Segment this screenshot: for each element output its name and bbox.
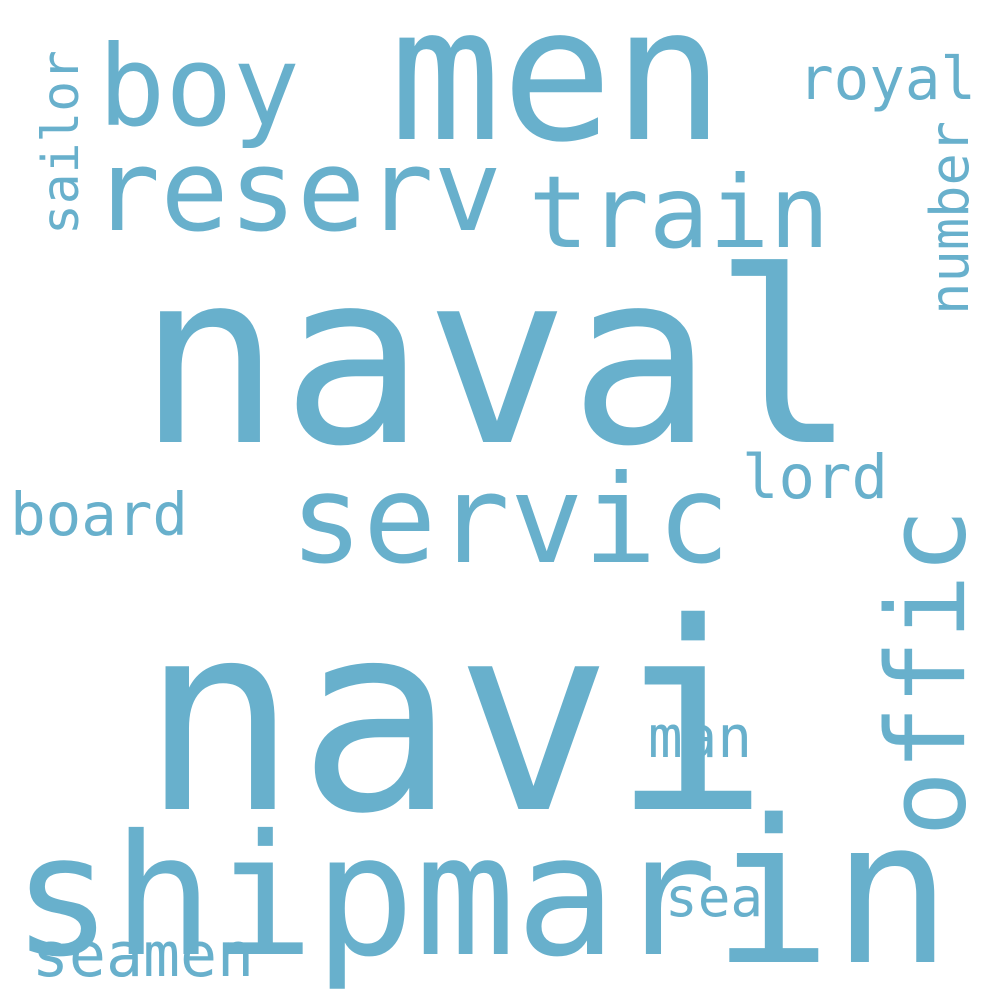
word-royal: royal	[798, 43, 976, 113]
word-men: men	[389, 0, 725, 184]
word-number: number	[918, 120, 982, 315]
word-seamen: seamen	[31, 919, 255, 992]
word-man: man	[648, 704, 753, 772]
word-sailor: sailor	[30, 50, 91, 235]
word-in: in	[712, 777, 952, 1000]
word-reserv: reserv	[92, 125, 502, 258]
word-naval: naval	[137, 220, 857, 499]
word-servic: servic	[289, 449, 731, 591]
word-train: train	[528, 154, 830, 271]
word-navi: navi	[140, 566, 770, 871]
word-sea: sea	[665, 865, 764, 929]
word-lord: lord	[742, 442, 888, 513]
word-shipmar: shipmar	[12, 799, 718, 994]
word-offic: offic	[863, 507, 991, 837]
word-board: board	[10, 479, 188, 549]
word-boy: boy	[98, 21, 300, 152]
